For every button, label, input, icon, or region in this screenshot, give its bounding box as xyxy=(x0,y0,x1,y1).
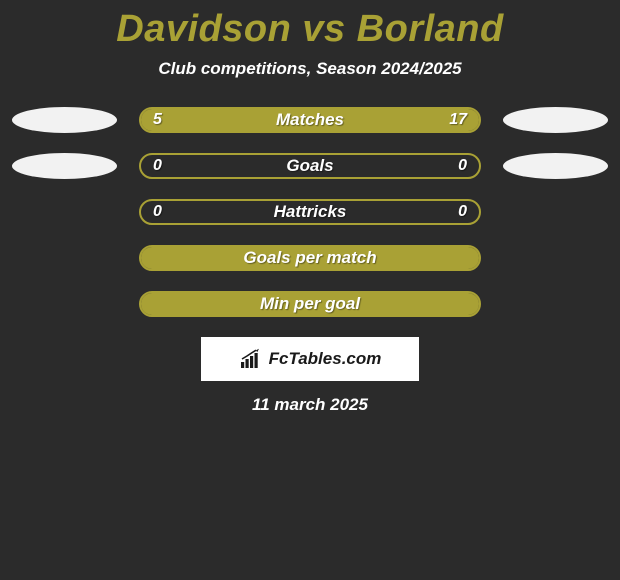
bar-goals: 0 Goals 0 xyxy=(139,153,481,179)
stat-row-mpg: Min per goal xyxy=(0,291,620,317)
date-text: 11 march 2025 xyxy=(0,395,620,415)
player-right-avatar xyxy=(503,153,608,179)
stat-row-matches: 5 Matches 17 xyxy=(0,107,620,133)
bar-label: Hattricks xyxy=(141,201,479,223)
subtitle: Club competitions, Season 2024/2025 xyxy=(0,59,620,79)
bar-label: Goals xyxy=(141,155,479,177)
bar-value-right: 17 xyxy=(449,109,467,131)
logo-box: FcTables.com xyxy=(201,337,419,381)
stat-row-gpm: Goals per match xyxy=(0,245,620,271)
spacer-left xyxy=(12,245,117,271)
spacer-right xyxy=(503,199,608,225)
bar-label: Matches xyxy=(141,109,479,131)
spacer-left xyxy=(12,199,117,225)
spacer-left xyxy=(12,291,117,317)
bar-value-right: 0 xyxy=(458,155,467,177)
bar-chart-icon xyxy=(239,348,265,370)
player-right-avatar xyxy=(503,107,608,133)
bar-matches: 5 Matches 17 xyxy=(139,107,481,133)
spacer-right xyxy=(503,245,608,271)
stat-row-goals: 0 Goals 0 xyxy=(0,153,620,179)
player-left-avatar xyxy=(12,107,117,133)
stat-row-hattricks: 0 Hattricks 0 xyxy=(0,199,620,225)
main-title: Davidson vs Borland xyxy=(0,0,620,59)
bar-min-per-goal: Min per goal xyxy=(139,291,481,317)
spacer-right xyxy=(503,291,608,317)
bar-label: Min per goal xyxy=(141,293,479,315)
player-left-avatar xyxy=(12,153,117,179)
logo-text: FcTables.com xyxy=(269,349,382,369)
bar-hattricks: 0 Hattricks 0 xyxy=(139,199,481,225)
bar-goals-per-match: Goals per match xyxy=(139,245,481,271)
bar-label: Goals per match xyxy=(141,247,479,269)
bar-value-right: 0 xyxy=(458,201,467,223)
